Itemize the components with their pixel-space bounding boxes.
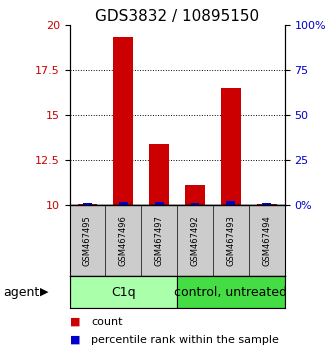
Text: C1q: C1q [111,286,136,298]
Bar [119,202,128,205]
Bar [155,202,164,205]
Text: control, untreated: control, untreated [174,286,287,298]
Text: ■: ■ [70,335,80,345]
Text: GSM467492: GSM467492 [191,215,200,266]
Text: GSM467494: GSM467494 [262,215,271,266]
Bar [257,204,277,205]
Text: GSM467495: GSM467495 [83,215,92,266]
Bar [149,144,169,205]
Text: GSM467496: GSM467496 [119,215,128,266]
Bar [177,276,285,308]
Bar [185,185,205,205]
Bar [114,38,133,205]
Bar [83,202,92,205]
Text: ▶: ▶ [40,287,49,297]
Text: count: count [91,317,122,327]
Text: GSM467497: GSM467497 [155,215,164,266]
Bar [77,204,97,205]
Bar [191,202,200,205]
Text: agent: agent [3,286,40,298]
Bar [226,201,235,205]
Text: ■: ■ [70,317,80,327]
Text: GSM467493: GSM467493 [226,215,235,266]
Bar [262,202,271,205]
Text: percentile rank within the sample: percentile rank within the sample [91,335,279,345]
Bar [221,88,241,205]
Title: GDS3832 / 10895150: GDS3832 / 10895150 [95,8,259,24]
Bar [70,276,177,308]
